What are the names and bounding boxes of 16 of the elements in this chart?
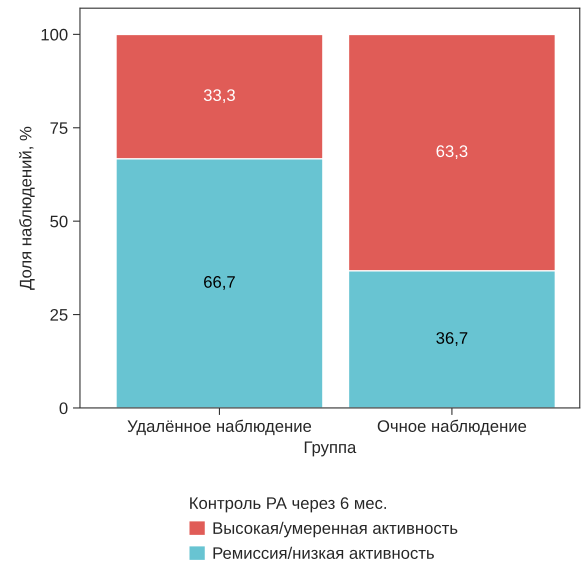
- data-label: 66,7: [204, 276, 235, 290]
- y-axis-title: Доля наблюдений, %: [18, 126, 35, 290]
- x-axis-title: Группа: [304, 441, 356, 456]
- legend-label: Ремиссия/низкая активность: [213, 546, 434, 559]
- legend-title: Контроль РА через 6 мес.: [190, 497, 386, 512]
- data-label: 36,7: [436, 332, 468, 346]
- data-label: 33,3: [204, 89, 235, 104]
- y-tick-label: 0: [60, 402, 68, 414]
- y-tick-label: 25: [50, 308, 68, 321]
- y-tick-label: 50: [50, 216, 68, 228]
- y-tick-label: 75: [50, 122, 68, 134]
- legend-label: Высокая/умеренная активность: [213, 522, 458, 538]
- y-tick-label: 100: [42, 28, 68, 41]
- x-tick-label: Удалённое наблюдение: [128, 420, 312, 436]
- data-label: 63,3: [436, 145, 468, 160]
- x-tick-label: Очное наблюдение: [378, 420, 526, 436]
